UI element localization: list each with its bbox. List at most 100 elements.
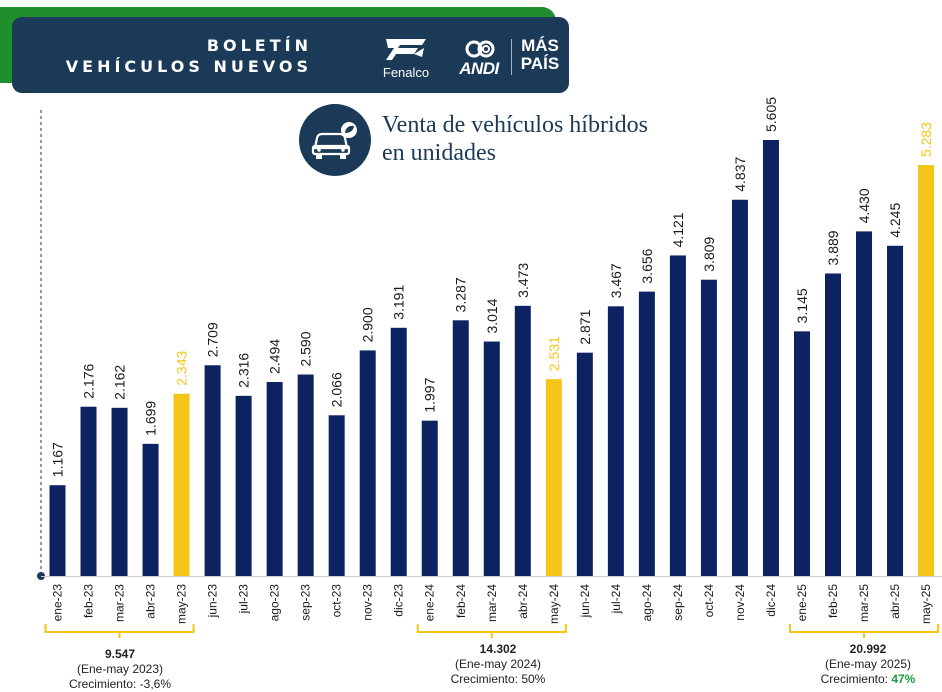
value-label-dic-24: 5.605	[763, 97, 779, 132]
bulletin-title-line1: BOLETÍN	[206, 36, 312, 55]
header-banner: BOLETÍN VEHÍCULOS NUEVOS Fenalco ANDI MÁ…	[12, 17, 569, 93]
bar-sep-23	[297, 374, 314, 576]
bar-feb-24	[452, 320, 469, 576]
x-tick-mar-23: mar-23	[113, 584, 127, 622]
andi-logo: ANDI	[450, 39, 508, 81]
summary-growth-value: 50%	[521, 672, 546, 686]
value-label-ene-23: 1.167	[50, 442, 66, 477]
value-label-jul-24: 3.467	[608, 263, 624, 298]
andi-logo-icon	[465, 40, 495, 58]
value-label-sep-23: 2.590	[298, 331, 314, 366]
bracket-2023	[44, 624, 195, 638]
x-tick-sep-24: sep-24	[671, 584, 685, 621]
value-label-abr-23: 1.699	[143, 401, 159, 436]
value-label-oct-23: 2.066	[329, 372, 345, 407]
summary-period: (Ene-may 2024)	[454, 657, 542, 671]
x-tick-abr-24: abr-24	[516, 584, 530, 619]
bar-ene-24	[421, 420, 438, 576]
andi-logo-text: ANDI	[459, 59, 499, 78]
fenalco-logo: Fenalco	[378, 35, 434, 81]
x-tick-sep-23: sep-23	[299, 584, 313, 621]
bar-ago-24	[638, 291, 655, 576]
x-tick-jul-23: jul-23	[237, 584, 251, 615]
value-label-dic-23: 3.191	[391, 285, 407, 320]
summary-2024: 14.302 (Ene-may 2024) Crecimiento: 50%	[398, 642, 598, 687]
value-label-jun-23: 2.709	[205, 322, 221, 357]
bar-mar-24	[483, 341, 500, 576]
bar-sep-24	[669, 255, 686, 576]
x-tick-oct-24: oct-24	[702, 584, 716, 618]
value-label-abr-25: 4.245	[887, 203, 903, 238]
x-tick-ago-24: ago-24	[640, 584, 654, 622]
bar-abr-24	[514, 305, 531, 576]
summary-growth-label: Crecimiento:	[68, 677, 140, 691]
bar-jul-23	[235, 395, 252, 576]
x-tick-ene-24: ene-24	[423, 584, 437, 622]
bar-mar-25	[856, 231, 873, 577]
x-tick-feb-25: feb-25	[826, 584, 840, 618]
value-label-ene-25: 3.145	[794, 288, 810, 323]
bar-mar-23	[111, 407, 128, 576]
summary-2023: 9.547 (Ene-may 2023) Crecimiento: -3,6%	[20, 647, 220, 692]
x-tick-ago-23: ago-23	[268, 584, 282, 622]
summary-total: 20.992	[849, 642, 887, 656]
value-label-ene-24: 1.997	[422, 377, 438, 412]
x-tick-jul-24: jul-24	[609, 584, 623, 615]
value-label-nov-23: 2.900	[360, 307, 376, 342]
value-label-may-25: 5.283	[918, 122, 934, 157]
summary-period: (Ene-may 2025)	[824, 657, 912, 671]
value-label-jul-23: 2.316	[236, 353, 252, 388]
chart-title-line1: Venta de vehículos híbridos	[382, 112, 648, 138]
x-tick-ene-23: ene-23	[51, 584, 65, 622]
x-tick-feb-24: feb-24	[454, 584, 468, 618]
value-label-mar-23: 2.162	[112, 365, 128, 400]
bar-ene-25	[793, 331, 810, 576]
hybrid-car-icon	[299, 104, 371, 176]
bar-may-23	[173, 393, 190, 576]
summary-growth-value: 47%	[891, 672, 916, 686]
bar-jun-23	[204, 365, 221, 576]
x-tick-may-25: may-25	[919, 584, 933, 624]
mas-pais-line1: MÁS	[521, 36, 559, 55]
x-tick-mar-25: mar-25	[857, 584, 871, 622]
summary-growth: Crecimiento: 47%	[768, 672, 942, 687]
bracket-2025	[788, 624, 940, 638]
summary-period: (Ene-may 2023)	[76, 662, 164, 676]
bar-ago-23	[266, 381, 283, 576]
fenalco-logo-text: Fenalco	[382, 65, 430, 80]
x-tick-mar-24: mar-24	[485, 584, 499, 622]
bar-dic-23	[390, 327, 407, 576]
bar-jun-24	[576, 352, 593, 576]
x-tick-ene-25: ene-25	[795, 584, 809, 622]
x-tick-feb-23: feb-23	[82, 584, 96, 618]
value-label-feb-25: 3.889	[825, 230, 841, 265]
mas-pais-line2: PAÍS	[520, 54, 560, 73]
value-label-abr-24: 3.473	[515, 263, 531, 298]
x-tick-dic-23: dic-23	[392, 584, 406, 617]
bar-feb-25	[825, 273, 841, 576]
summary-2025: 20.992 (Ene-may 2025) Crecimiento: 47%	[768, 642, 942, 687]
value-label-mar-25: 4.430	[856, 188, 872, 223]
value-label-may-24: 2.531	[546, 336, 562, 371]
value-label-ago-23: 2.494	[267, 339, 283, 374]
x-tick-jun-24: jun-24	[578, 584, 592, 619]
x-tick-nov-23: nov-23	[361, 584, 375, 621]
x-tick-nov-24: nov-24	[733, 584, 747, 621]
x-tick-abr-25: abr-25	[888, 584, 902, 619]
x-tick-may-23: may-23	[175, 584, 189, 624]
x-tick-jun-23: jun-23	[206, 584, 220, 619]
chart-title: Venta de vehículos híbridos en unidades	[382, 111, 702, 167]
value-label-oct-24: 3.809	[701, 236, 717, 271]
bar-feb-23	[80, 406, 97, 576]
bar-oct-23	[328, 415, 345, 576]
bar-nov-24	[731, 199, 748, 576]
bar-may-24	[545, 379, 562, 576]
summary-total: 9.547	[104, 647, 136, 661]
bar-dic-24	[762, 140, 779, 576]
x-tick-may-24: may-24	[547, 584, 561, 624]
x-tick-oct-23: oct-23	[330, 584, 344, 618]
bar-may-25	[918, 165, 935, 576]
value-label-jun-24: 2.871	[577, 309, 593, 344]
summary-growth-value: -3,6%	[139, 677, 172, 691]
